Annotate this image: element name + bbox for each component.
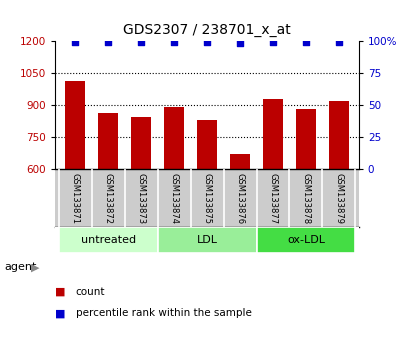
Text: percentile rank within the sample: percentile rank within the sample	[76, 308, 251, 318]
Text: LDL: LDL	[196, 235, 217, 245]
Point	[137, 39, 144, 45]
Text: ■: ■	[55, 308, 66, 318]
Text: GSM133871: GSM133871	[70, 173, 79, 224]
Bar	[65, 81, 85, 170]
Bar	[197, 120, 216, 170]
Text: GSM133873: GSM133873	[136, 173, 145, 224]
Text: untreated: untreated	[80, 235, 135, 245]
Bar	[229, 154, 249, 170]
Text: GDS2307 / 238701_x_at: GDS2307 / 238701_x_at	[123, 23, 290, 37]
Text: ■: ■	[55, 287, 66, 297]
Point	[171, 39, 177, 45]
Text: ox-LDL: ox-LDL	[286, 235, 324, 245]
Text: GSM133872: GSM133872	[103, 173, 112, 224]
Point	[302, 39, 308, 45]
Text: GSM133878: GSM133878	[301, 173, 310, 224]
Text: GSM133876: GSM133876	[235, 173, 244, 224]
Point	[72, 39, 78, 45]
Bar	[58, 227, 157, 253]
Point	[269, 39, 276, 45]
Bar	[98, 113, 118, 170]
Point	[236, 40, 243, 46]
Bar	[263, 99, 282, 170]
Point	[203, 39, 210, 45]
Bar	[295, 109, 315, 170]
Point	[105, 39, 111, 45]
Text: GSM133874: GSM133874	[169, 173, 178, 224]
Bar	[157, 227, 256, 253]
Text: agent: agent	[4, 262, 36, 272]
Bar	[328, 101, 348, 170]
Text: count: count	[76, 287, 105, 297]
Bar	[164, 107, 184, 170]
Bar	[131, 117, 151, 170]
Point	[335, 39, 342, 45]
Text: ▶: ▶	[31, 263, 39, 273]
Bar	[256, 227, 355, 253]
Text: GSM133875: GSM133875	[202, 173, 211, 224]
Text: GSM133879: GSM133879	[334, 173, 343, 224]
Text: GSM133877: GSM133877	[268, 173, 277, 224]
